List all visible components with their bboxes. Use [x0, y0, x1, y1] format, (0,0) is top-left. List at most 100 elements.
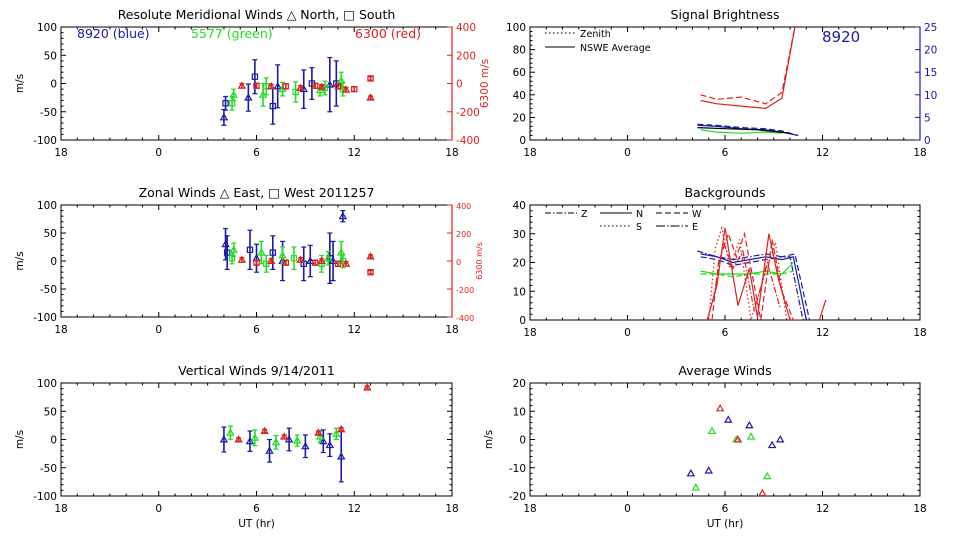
- brightness-ytick-label: 0: [519, 135, 526, 147]
- brightness-xtick-label: 6: [722, 147, 729, 159]
- vertical-point-triangle: [319, 436, 328, 445]
- meridional-xtick-label: 18: [445, 147, 458, 159]
- vertical-point-triangle: [250, 433, 260, 441]
- vertical-point-triangle: [226, 428, 235, 436]
- meridional-xtick-label: 0: [155, 147, 162, 159]
- brightness-series-line: [700, 27, 796, 105]
- vertical-point-triangle: [219, 435, 229, 443]
- zonal-y2tick-label: -200: [456, 286, 474, 295]
- vertical-ytick-label: 0: [50, 435, 57, 447]
- meridional-point-triangle: [266, 81, 276, 90]
- backgrounds-series-line: [711, 231, 794, 320]
- brightness-y2tick-label: 25: [924, 22, 937, 34]
- backgrounds-series-line: [700, 262, 794, 275]
- zonal-point-square: [367, 269, 374, 276]
- average-y-label: m/s: [483, 430, 495, 449]
- meridional-color-label: 6300 (red): [355, 26, 421, 41]
- meridional-point-square: [222, 100, 229, 107]
- zonal-point-triangle: [341, 259, 351, 267]
- brightness-xtick-label: 18: [523, 147, 536, 159]
- vertical-point-triangle: [234, 435, 243, 443]
- meridional-point-triangle: [336, 76, 346, 84]
- meridional-color-label: 8920 (blue): [77, 26, 150, 41]
- brightness-series-line: [697, 123, 799, 137]
- average-ytick-label: 10: [513, 406, 526, 418]
- backgrounds-data: [697, 225, 827, 320]
- vertical-title: Vertical Winds 9/14/2011: [178, 363, 335, 378]
- zonal-point-square: [253, 259, 260, 266]
- average-xtick-label: 12: [816, 503, 829, 515]
- meridional-title: Resolute Meridional Winds △ North, □ Sou…: [118, 7, 396, 22]
- zonal-point-square: [282, 259, 290, 266]
- backgrounds-ytick-label: 0: [519, 315, 526, 327]
- meridional-xtick-label: 18: [54, 147, 67, 159]
- backgrounds-legend-label: W: [692, 209, 702, 220]
- vertical-x-label: UT (hr): [238, 518, 275, 530]
- zonal-y2tick-label: 200: [456, 230, 471, 239]
- brightness-xtick-label: 18: [913, 147, 926, 159]
- backgrounds-legend-label: Z: [581, 209, 588, 220]
- vertical-ytick-label: 100: [37, 378, 57, 390]
- average-ytick-label: 20: [513, 378, 526, 390]
- meridional-point-triangle: [273, 81, 282, 90]
- average-ytick-label: 0: [519, 435, 526, 447]
- vertical-point-triangle: [363, 383, 372, 391]
- average-point-triangle: [704, 466, 713, 474]
- average-point-triangle: [763, 471, 772, 480]
- vertical-point-triangle: [301, 441, 310, 450]
- average-frame: [529, 382, 921, 497]
- zonal-ytick-label: -100: [33, 312, 57, 324]
- meridional-point-square: [253, 82, 260, 89]
- vertical-point-triangle: [271, 437, 281, 446]
- zonal-panel: Zonal Winds △ East, □ West 2011257 18 0 6 12…: [14, 185, 484, 336]
- meridional-color-label: 5577 (green): [191, 26, 273, 41]
- zonal-point-square: [246, 246, 254, 253]
- meridional-xtick-label: 12: [348, 147, 361, 159]
- average-xtick-label: 18: [913, 503, 926, 515]
- average-xtick-label: 18: [523, 503, 536, 515]
- meridional-point-square: [292, 88, 299, 96]
- brightness-ytick-label: 80: [513, 45, 526, 57]
- meridional-point-square: [351, 85, 358, 93]
- zonal-xtick-label: 18: [54, 324, 67, 336]
- average-panel: Average Winds 18 0 6 12 18 20 10 0 -10 -20 m/s UT (h…: [483, 363, 927, 530]
- meridional-xtick-label: 6: [253, 147, 260, 159]
- zonal-point-triangle: [257, 248, 266, 256]
- brightness-ytick-label: 20: [513, 112, 526, 124]
- average-xtick-label: 0: [624, 503, 631, 515]
- zonal-point-triangle: [336, 248, 346, 256]
- meridional-point-triangle: [366, 93, 375, 101]
- brightness-y2tick-label: 20: [924, 45, 937, 57]
- zonal-y-label: m/s: [14, 251, 26, 270]
- backgrounds-legend-label: N: [636, 209, 643, 220]
- zonal-point-triangle: [323, 253, 333, 262]
- zonal-y2tick-label: 0: [456, 258, 461, 267]
- meridional-y2tick-label: 200: [456, 50, 476, 62]
- brightness-legend-label: Zenith: [580, 29, 611, 40]
- brightness-y2tick-label: 5: [924, 112, 931, 124]
- backgrounds-series-line: [818, 299, 827, 320]
- zonal-point-square: [334, 260, 342, 268]
- backgrounds-xtick-label: 18: [913, 327, 926, 339]
- backgrounds-xtick-label: 6: [722, 327, 729, 339]
- meridional-ytick-label: 50: [44, 50, 57, 62]
- zonal-ytick-label: -50: [40, 284, 57, 296]
- backgrounds-ytick-label: 30: [513, 229, 526, 241]
- brightness-legend-label: NSWE Average: [580, 43, 651, 54]
- average-title: Average Winds: [678, 363, 771, 378]
- vertical-data: [219, 383, 372, 483]
- meridional-point-triangle: [229, 90, 238, 98]
- zonal-xtick-label: 12: [348, 324, 361, 336]
- vertical-ytick-label: 50: [44, 406, 57, 418]
- average-x-label: UT (hr): [707, 518, 744, 530]
- brightness-ytick-label: 100: [506, 22, 526, 34]
- backgrounds-frame: [529, 204, 921, 321]
- average-point-triangle: [715, 404, 725, 412]
- meridional-point-triangle: [219, 112, 229, 121]
- brightness-ytick-label: 60: [513, 67, 526, 79]
- average-point-triangle: [758, 488, 767, 496]
- average-point-triangle: [776, 435, 785, 443]
- zonal-y2tick-label: 400: [456, 202, 471, 211]
- vertical-xtick-label: 18: [445, 503, 458, 515]
